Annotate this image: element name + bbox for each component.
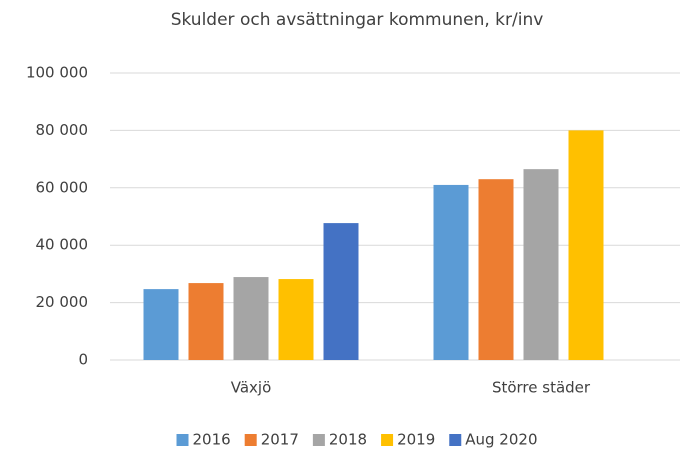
bar <box>233 277 269 360</box>
legend-label: Aug 2020 <box>465 431 537 449</box>
bar <box>433 184 469 360</box>
chart-title: Skulder och avsättningar kommunen, kr/in… <box>171 10 544 30</box>
legend-label: 2019 <box>397 431 435 449</box>
legend-label: 2018 <box>329 431 367 449</box>
bar <box>523 169 559 360</box>
legend-label: 2016 <box>193 431 231 449</box>
y-tick-label: 80 000 <box>36 121 89 139</box>
legend-label: 2017 <box>261 431 299 449</box>
bar <box>278 279 314 360</box>
legend-swatch <box>176 434 189 446</box>
y-tick-label: 20 000 <box>36 293 89 311</box>
bar <box>478 179 514 360</box>
y-tick-label: 40 000 <box>36 236 89 254</box>
legend-swatch <box>449 434 462 446</box>
x-tick-label: Växjö <box>231 379 272 397</box>
bar <box>323 223 359 360</box>
bar <box>143 289 179 360</box>
y-tick-label: 100 000 <box>26 64 88 82</box>
legend-swatch <box>312 434 325 446</box>
y-tick-label: 0 <box>78 351 88 369</box>
bar <box>568 130 604 360</box>
legend-swatch <box>381 434 394 446</box>
y-tick-label: 60 000 <box>36 178 89 196</box>
bar <box>188 283 224 360</box>
legend-swatch <box>244 434 257 446</box>
x-tick-label: Större städer <box>492 379 591 397</box>
